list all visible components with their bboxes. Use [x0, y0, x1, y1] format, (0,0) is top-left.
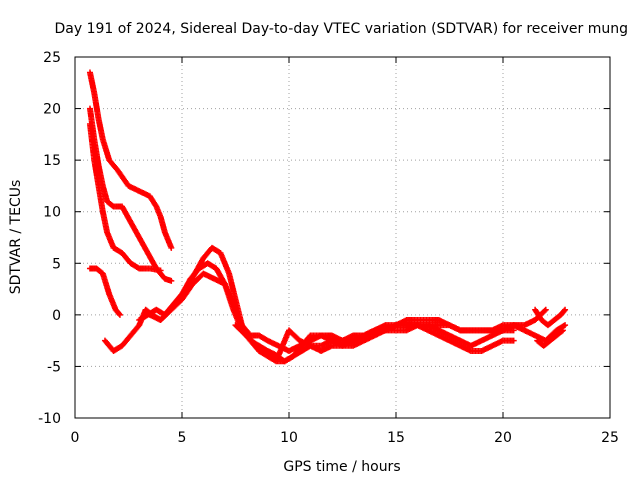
- data-point: [168, 277, 175, 284]
- axis-ticks: [74, 56, 611, 419]
- series-trace-a: [86, 69, 175, 251]
- series-trace-j: [534, 327, 566, 349]
- data-point: [562, 306, 569, 313]
- axis-tick-labels: 0 5 10 15 20 25 -10 -5 0 5 10 15 20 25: [38, 50, 619, 446]
- data-points: [86, 69, 569, 365]
- data-marker: [561, 307, 568, 314]
- y-tick-label: 10: [43, 205, 61, 221]
- x-tick-label: 25: [601, 430, 619, 446]
- chart-title: Day 191 of 2024, Sidereal Day-to-day VTE…: [55, 21, 629, 37]
- x-tick-label: 10: [280, 430, 298, 446]
- series-trace-h: [232, 322, 569, 360]
- x-tick-label: 20: [494, 430, 512, 446]
- series-trace-d: [86, 265, 123, 318]
- data-point: [168, 244, 175, 251]
- y-axis-label: SDTVAR / TECUs: [8, 180, 24, 295]
- y-tick-label: 0: [52, 308, 61, 324]
- data-point: [562, 322, 569, 329]
- data-point: [542, 306, 549, 313]
- y-tick-label: -10: [38, 411, 61, 427]
- data-point: [559, 327, 566, 334]
- y-tick-label: -5: [47, 359, 61, 375]
- data-point: [116, 311, 123, 318]
- series-trace-c: [86, 121, 164, 274]
- data-point: [157, 267, 164, 274]
- data-point: [510, 327, 517, 334]
- x-tick-label: 0: [71, 430, 80, 446]
- plot-border: [74, 56, 611, 419]
- grid: [75, 57, 610, 418]
- y-tick-label: 5: [52, 256, 61, 272]
- y-tick-label: 15: [43, 153, 61, 169]
- data-marker: [541, 307, 548, 314]
- x-tick-label: 5: [178, 430, 187, 446]
- data-marker: [116, 310, 123, 317]
- x-tick-label: 15: [387, 430, 405, 446]
- data-marker: [558, 328, 565, 335]
- y-tick-label: 25: [43, 50, 61, 66]
- series-trace-i: [532, 306, 569, 329]
- x-axis-label: GPS time / hours: [283, 459, 400, 475]
- data-point: [510, 337, 517, 344]
- y-tick-label: 20: [43, 102, 61, 118]
